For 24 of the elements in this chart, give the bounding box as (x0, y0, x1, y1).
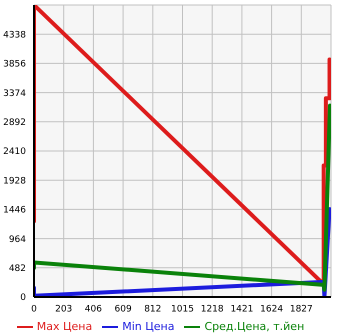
legend-label: Min Цена (122, 320, 174, 334)
x-tick-label: 1624 (260, 304, 284, 314)
x-tick-label: 1421 (230, 304, 254, 314)
y-tick-label: 2410 (3, 147, 26, 158)
y-tick-label: 3856 (3, 60, 26, 70)
legend-label: Сред.Цена, т.йен (204, 320, 304, 334)
y-tick-label: 482 (8, 264, 26, 274)
y-tick-label: 1928 (3, 176, 26, 186)
line-series (34, 104, 331, 292)
x-tick-label: 203 (55, 304, 72, 314)
x-tick-label: 1015 (171, 304, 194, 314)
x-tick-label: 406 (84, 304, 102, 314)
x-tick-label: 1218 (200, 304, 224, 314)
y-tick-label: 0 (20, 293, 26, 304)
y-tick-label: 964 (8, 234, 26, 245)
y-tick-label: 3374 (3, 88, 26, 99)
y-tick-label: 1446 (3, 206, 26, 216)
legend-label: Max Цена (36, 320, 92, 334)
x-tick-label: 609 (114, 304, 132, 314)
y-tick-label: 4338 (3, 30, 26, 40)
x-tick-label: 812 (144, 304, 162, 314)
x-tick-label: 0 (31, 304, 38, 314)
y-tick-label: 2892 (3, 118, 26, 128)
x-tick-label: 1827 (290, 304, 313, 314)
